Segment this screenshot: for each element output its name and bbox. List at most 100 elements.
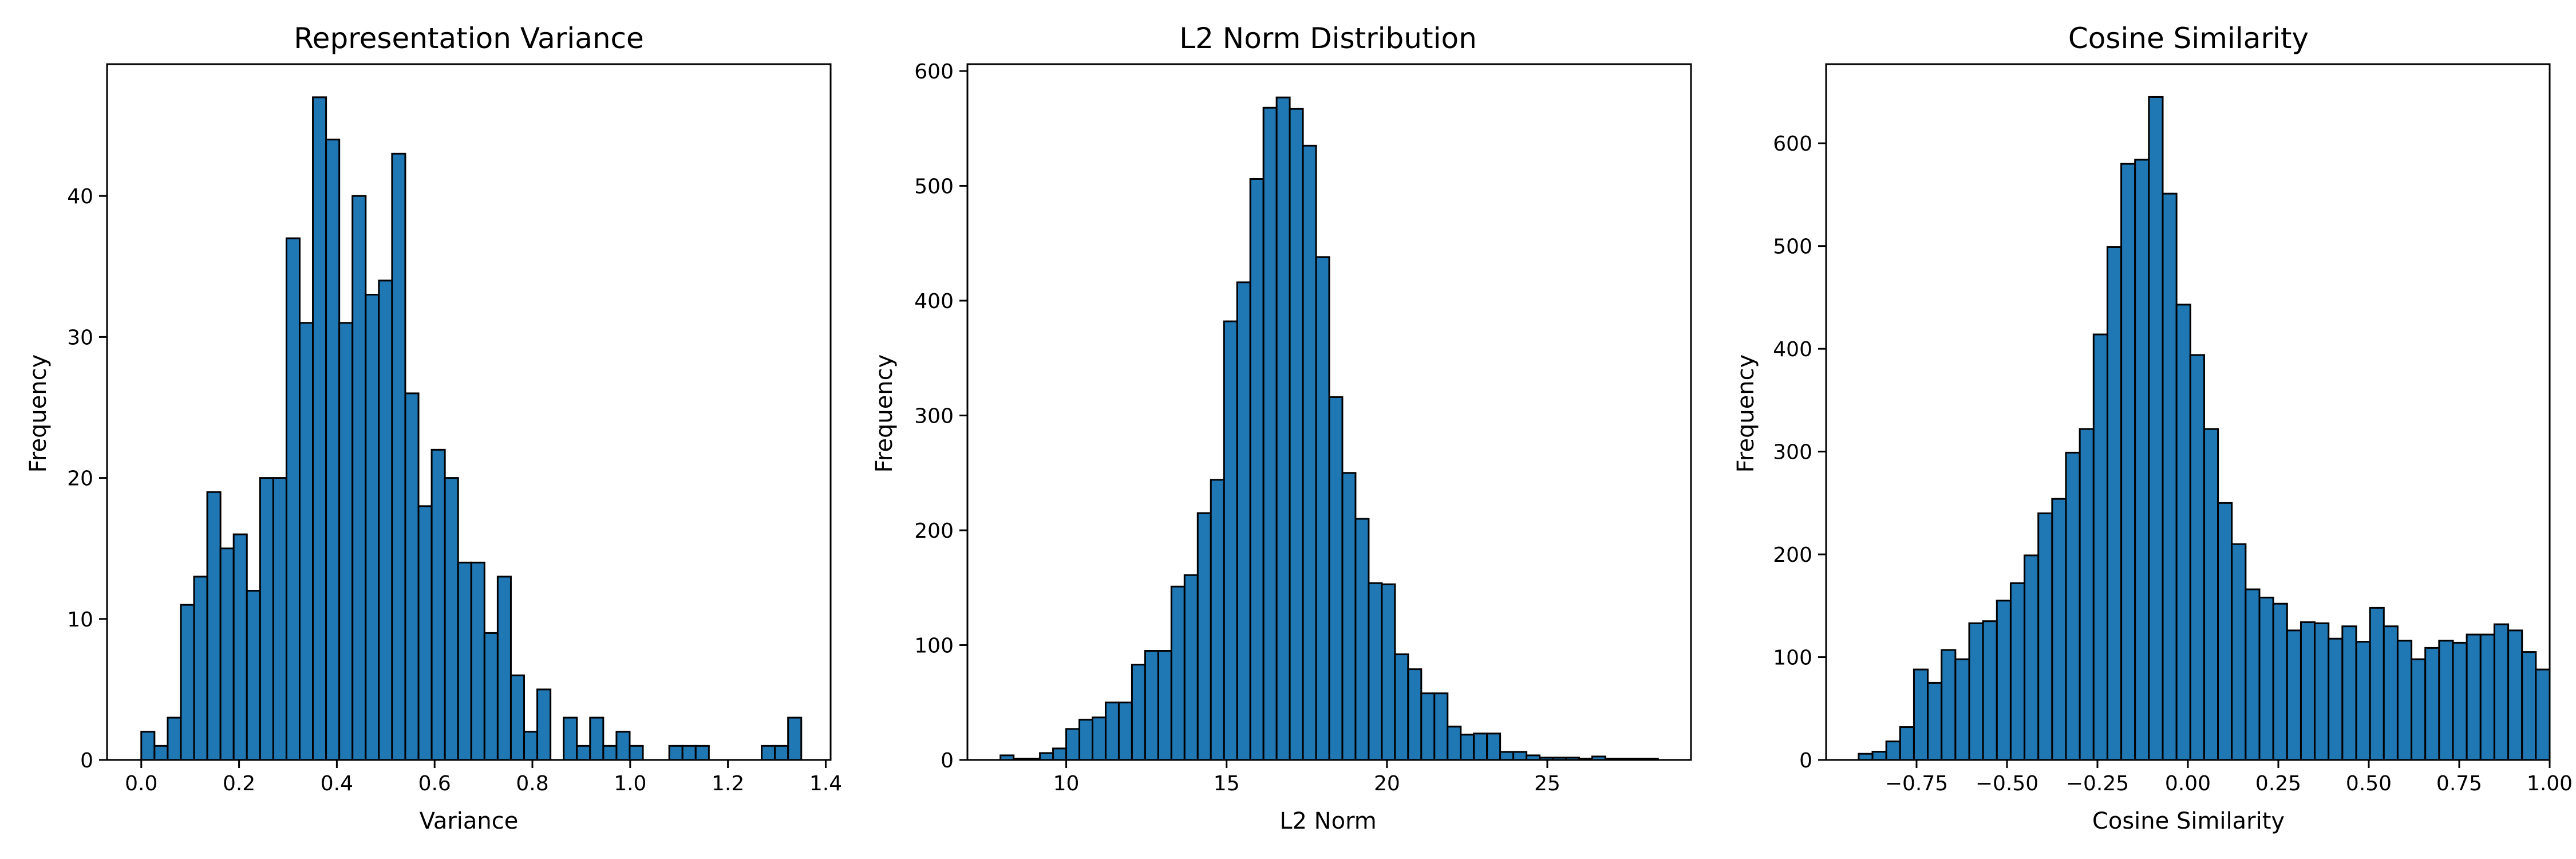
variance-y-tick-label: 20 — [67, 467, 93, 491]
cosine-x-tick-label: 0.75 — [2436, 772, 2482, 795]
variance-bar — [193, 576, 208, 761]
l2-norm-bar — [1447, 726, 1462, 761]
l2-norm-chart-title: L2 Norm Distribution — [1179, 22, 1477, 55]
l2-norm-x-tick-label: 10 — [1053, 772, 1080, 795]
variance-bar — [787, 716, 803, 761]
variance-bar — [681, 744, 697, 761]
cosine-bar — [2479, 633, 2495, 761]
cosine-similarity-histogram-panel: Cosine Similarity Cosine Similarity Freq… — [1733, 22, 2573, 834]
cosine-bar — [1899, 726, 1915, 761]
l2-norm-y-tick-label: 500 — [914, 175, 954, 199]
l2-norm-bar — [1196, 512, 1212, 761]
variance-x-tick-label: 1.4 — [809, 772, 842, 795]
cosine-bar — [2396, 640, 2413, 761]
l2-norm-y-tick-label: 0 — [941, 749, 954, 773]
variance-bar — [496, 576, 512, 761]
l2-norm-bar — [1131, 664, 1146, 761]
cosine-bar — [2383, 625, 2399, 761]
cosine-y-tick-label: 0 — [1799, 749, 1812, 773]
cosine-x-tick-label: 0.25 — [2255, 772, 2301, 795]
variance-bar — [444, 477, 459, 761]
l2-norm-x-axis-label: L2 Norm — [1279, 808, 1377, 834]
cosine-x-axis-label: Cosine Similarity — [2092, 808, 2285, 834]
l2-norm-bar — [1078, 719, 1094, 761]
cosine-bar — [2175, 304, 2191, 761]
variance-x-tick-label: 0.6 — [418, 772, 451, 795]
cosine-y-tick-label: 600 — [1773, 132, 1812, 156]
l2-norm-bar — [1289, 108, 1304, 761]
variance-ticks: 0.0 0.2 0.4 0.6 0.8 1.0 1.2 1.4 0 10 20 30 40 — [67, 185, 842, 795]
cosine-bar — [1858, 752, 1874, 761]
variance-bar — [219, 547, 235, 761]
cosine-bar — [2231, 543, 2247, 761]
l2-norm-bar — [1433, 692, 1449, 761]
l2-norm-bar — [1249, 178, 1265, 761]
cosine-bar — [2369, 606, 2385, 761]
l2-norm-bar — [1354, 518, 1370, 761]
cosine-bar — [1996, 600, 2012, 761]
cosine-bar — [2245, 588, 2261, 761]
variance-y-tick-label: 30 — [67, 326, 93, 349]
l2-norm-y-tick-label: 400 — [914, 290, 954, 313]
variance-x-tick-label: 0.8 — [516, 772, 548, 795]
l2-norm-bar — [1302, 144, 1317, 761]
cosine-ticks: −0.75 −0.50 −0.25 0.00 0.25 0.50 0.75 1.00 0 100 2… — [1773, 132, 2573, 795]
variance-bar — [563, 716, 578, 761]
variance-y-tick-label: 40 — [67, 185, 93, 208]
l2-norm-bar — [1368, 582, 1383, 761]
l2-norm-bar — [1236, 281, 1251, 761]
cosine-bar — [2189, 354, 2205, 761]
variance-y-axis-label: Frequency — [25, 354, 52, 473]
variance-y-tick-label: 0 — [80, 749, 93, 773]
variance-bar — [167, 716, 182, 761]
variance-bar — [285, 237, 301, 761]
variance-bar — [312, 96, 327, 761]
variance-bar — [259, 477, 274, 761]
l2-norm-bar — [1512, 751, 1528, 761]
variance-bar — [298, 322, 314, 761]
l2-norm-y-tick-label: 600 — [914, 60, 954, 84]
cosine-bar — [2411, 658, 2427, 761]
variance-bar — [483, 632, 499, 761]
cosine-bar — [2341, 625, 2357, 761]
variance-bar — [602, 744, 618, 761]
cosine-bar — [2148, 96, 2164, 761]
variance-bar — [668, 744, 683, 761]
cosine-bar — [2120, 163, 2136, 761]
variance-x-tick-label: 0.0 — [125, 772, 157, 795]
l2-norm-bar — [1223, 320, 1238, 761]
cosine-x-tick-label: 0.50 — [2346, 772, 2392, 795]
l2-norm-bar — [1117, 702, 1133, 761]
cosine-bar — [2009, 582, 2026, 761]
cosine-bar — [2314, 622, 2330, 761]
variance-bar — [153, 744, 169, 761]
variance-x-tick-label: 1.0 — [614, 772, 646, 795]
cosine-bar — [2092, 333, 2108, 761]
l2-norm-ticks: 10 15 20 25 0 100 200 300 400 500 600 — [914, 60, 1560, 795]
variance-x-axis-label: Variance — [420, 808, 519, 834]
variance-bar — [391, 152, 406, 761]
variance-chart-title: Representation Variance — [294, 22, 644, 55]
l2-norm-bar — [1407, 668, 1423, 761]
l2-norm-bar — [1210, 479, 1225, 761]
l2-norm-bar — [1065, 728, 1081, 761]
variance-bar — [404, 392, 420, 761]
cosine-x-tick-label: 1.00 — [2527, 772, 2573, 795]
variance-bar — [140, 731, 156, 761]
cosine-y-tick-label: 100 — [1773, 647, 1812, 670]
variance-x-tick-label: 1.2 — [712, 772, 744, 795]
variance-bar — [509, 674, 526, 761]
cosine-bar — [2507, 629, 2523, 761]
l2-norm-bar — [1328, 396, 1344, 761]
variance-x-tick-label: 0.2 — [223, 772, 255, 795]
l2-norm-bar — [1381, 583, 1396, 761]
cosine-bar — [1913, 668, 1929, 761]
l2-norm-bar — [1183, 574, 1199, 761]
l2-norm-x-tick-label: 15 — [1214, 772, 1240, 795]
cosine-x-tick-label: −0.75 — [1885, 772, 1948, 795]
cosine-bar — [1982, 620, 1998, 761]
l2-norm-bar — [1315, 256, 1330, 761]
cosine-bar — [2328, 637, 2344, 761]
variance-x-tick-label: 0.4 — [321, 772, 353, 795]
cosine-bar — [2037, 512, 2053, 761]
